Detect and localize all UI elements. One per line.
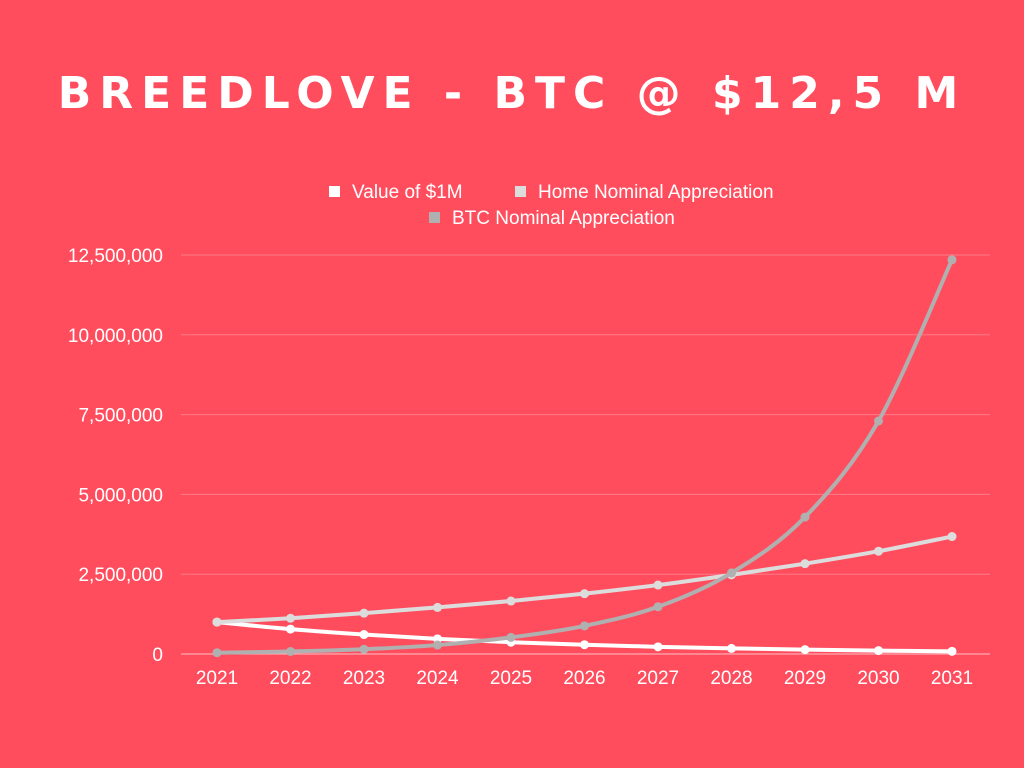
x-tick-label: 2024 <box>416 668 459 689</box>
data-point <box>433 634 442 644</box>
data-point <box>433 602 442 612</box>
legend-swatch <box>329 186 340 197</box>
data-point <box>212 617 222 627</box>
data-point <box>947 646 957 656</box>
y-tick-label: 2,500,000 <box>78 565 163 586</box>
x-tick-label: 2031 <box>931 668 973 689</box>
data-point <box>286 646 295 656</box>
x-tick-label: 2023 <box>343 668 385 689</box>
legend-label: Value of $1M <box>352 182 463 203</box>
y-tick-label: 5,000,000 <box>78 485 163 506</box>
data-point <box>580 621 589 631</box>
legend-swatch <box>429 212 440 223</box>
data-point <box>580 589 589 599</box>
grid-lines <box>181 254 990 655</box>
data-point <box>727 643 736 653</box>
data-point <box>653 642 663 652</box>
legend-label: Home Nominal Appreciation <box>538 182 774 203</box>
data-point <box>874 416 883 426</box>
chart-title: BREEDLOVE - BTC @ $12,5 M <box>57 68 967 119</box>
y-axis: 0 2,500,000 5,000,000 7,500,000 10,000,000 12… <box>68 246 163 666</box>
data-point <box>359 630 369 640</box>
x-tick-label: 2030 <box>857 668 899 689</box>
data-point <box>506 596 516 606</box>
data-point <box>359 644 369 654</box>
data-point <box>874 646 883 656</box>
series-2 <box>212 255 957 658</box>
x-tick-label: 2029 <box>784 668 826 689</box>
x-tick-label: 2027 <box>637 668 679 689</box>
series-line <box>215 257 954 655</box>
y-tick-label: 12,500,000 <box>68 246 163 267</box>
data-point <box>653 602 663 612</box>
series-lines <box>212 255 957 658</box>
data-point <box>874 546 883 556</box>
legend-item: BTC Nominal Appreciation <box>429 208 675 229</box>
data-point <box>506 632 516 642</box>
legend-swatch <box>515 186 526 197</box>
data-point <box>286 613 295 623</box>
data-point <box>800 559 810 569</box>
data-point <box>580 640 589 650</box>
y-tick-label: 7,500,000 <box>78 406 163 427</box>
legend-item: Home Nominal Appreciation <box>515 182 774 203</box>
series-1 <box>212 532 957 627</box>
series-line <box>215 534 954 625</box>
y-tick-label: 0 <box>152 645 163 666</box>
data-point <box>947 255 957 265</box>
legend-label: BTC Nominal Appreciation <box>452 208 675 229</box>
x-tick-label: 2022 <box>269 668 311 689</box>
y-tick-label: 10,000,000 <box>68 326 163 347</box>
data-point <box>212 648 222 658</box>
data-point <box>727 568 736 578</box>
x-tick-label: 2026 <box>563 668 605 689</box>
data-point <box>800 645 810 655</box>
x-axis: 2021 2022 2023 2024 2025 2026 2027 2028 2029 2030… <box>196 668 973 689</box>
legend: Value of $1M Home Nominal Appreciation BTC… <box>329 182 774 229</box>
data-point <box>359 608 369 618</box>
data-point <box>800 512 810 522</box>
data-point <box>286 624 295 634</box>
data-point <box>433 640 442 650</box>
data-point <box>653 580 663 590</box>
x-tick-label: 2028 <box>710 668 752 689</box>
x-tick-label: 2025 <box>490 668 532 689</box>
legend-item: Value of $1M <box>329 182 463 203</box>
x-tick-label: 2021 <box>196 668 238 689</box>
data-point <box>947 532 957 542</box>
